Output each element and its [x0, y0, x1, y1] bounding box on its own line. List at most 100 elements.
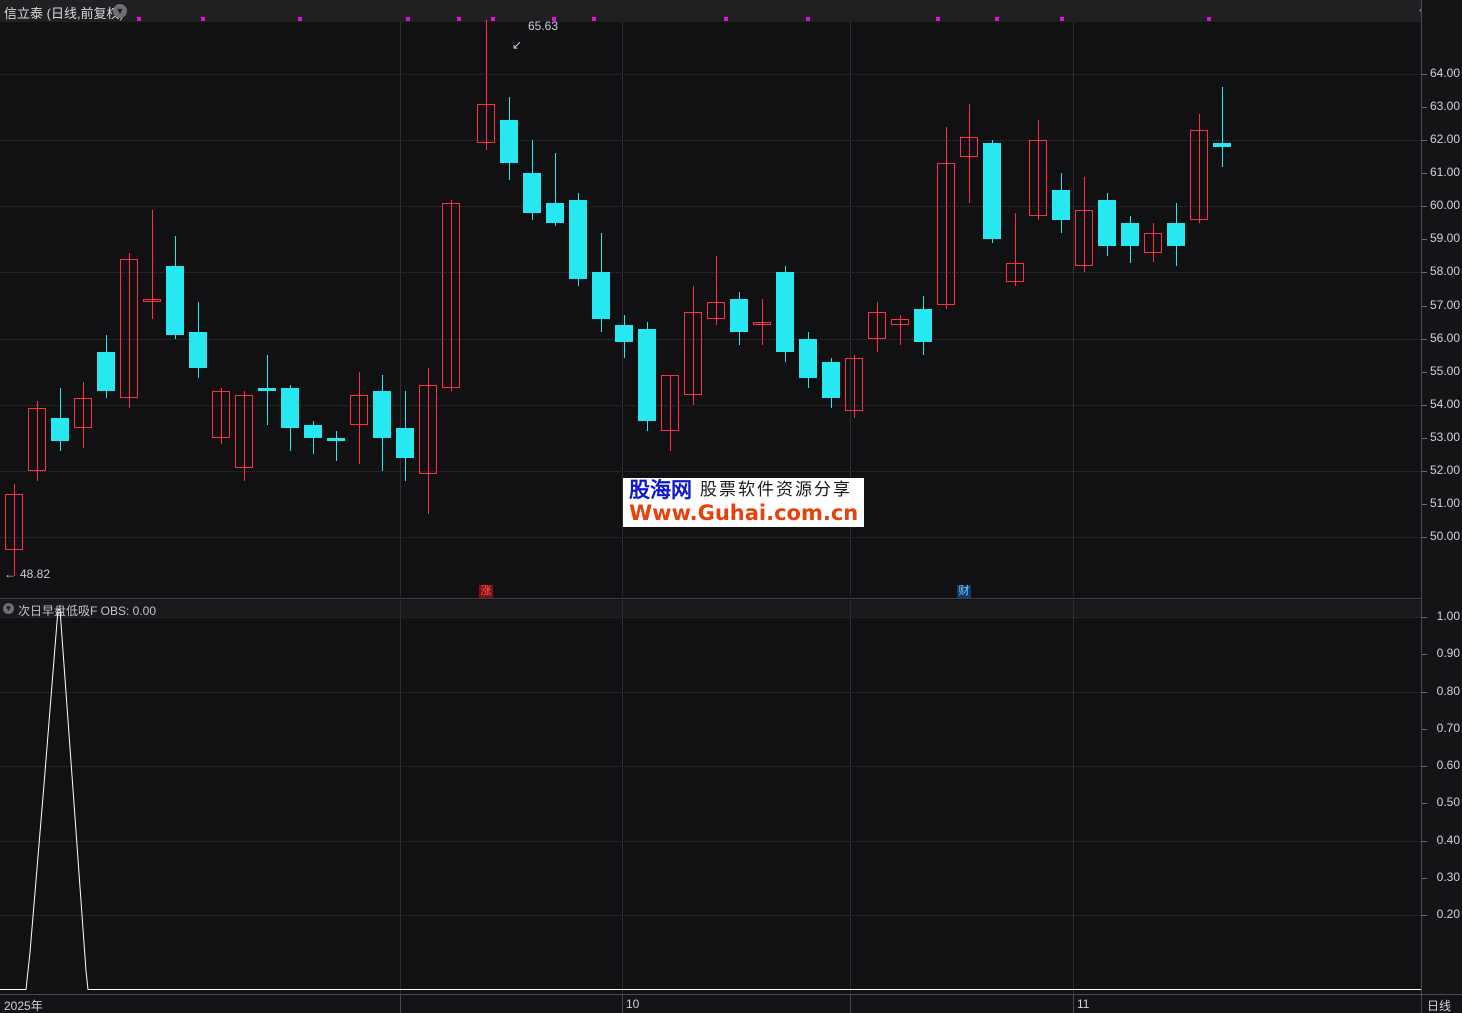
candle-body: [419, 384, 437, 475]
indicator-axis-tick: [1422, 915, 1427, 916]
price-axis-tick: [1422, 140, 1427, 142]
price-vertical-gridline: [400, 22, 401, 596]
signal-tick: [806, 17, 810, 21]
date-axis[interactable]: 2025年 10 11 日线: [0, 994, 1462, 1013]
price-axis-label: 50.00: [1429, 529, 1460, 543]
candle-wick: [1153, 222, 1154, 263]
candle-body: [5, 494, 23, 551]
candle-body: [638, 328, 656, 422]
price-axis-tick: [1422, 404, 1427, 406]
candle-body: [845, 358, 863, 412]
date-axis-divider: [400, 995, 401, 1013]
candle-body: [1190, 130, 1208, 220]
candle-body: [546, 202, 564, 223]
candle-wick: [428, 368, 429, 514]
candle-wick: [1084, 176, 1085, 273]
indicator-axis-label: 1.00: [1436, 609, 1460, 623]
candle-body: [120, 259, 138, 399]
price-axis-tick: [1422, 173, 1427, 175]
price-axis-label: 53.00: [1429, 429, 1460, 444]
candle-body: [51, 417, 69, 442]
candle-body: [960, 136, 978, 157]
event-marker-finance[interactable]: 财: [957, 585, 971, 599]
low-price-label: 48.82: [20, 567, 51, 581]
price-axis-tick: [1422, 239, 1427, 241]
price-axis-label: 59.00: [1429, 231, 1460, 246]
candle-body: [1098, 199, 1116, 246]
chart-header: 信立泰 (日线,前复权) ▼: [0, 0, 1462, 22]
indicator-axis-label: 0.90: [1436, 646, 1460, 661]
candle-body: [1167, 222, 1185, 246]
signal-tick: [995, 17, 999, 21]
candle-wick: [359, 371, 360, 465]
candle-body: [304, 424, 322, 438]
signal-tick: [457, 17, 461, 21]
price-axis-tick: [1422, 272, 1427, 274]
candle-body: [983, 143, 1001, 240]
price-axis-label: 52.00: [1429, 462, 1460, 477]
candle-body: [707, 302, 725, 319]
price-gridline: [0, 338, 1421, 340]
candle-wick: [946, 126, 947, 309]
low-arrow-icon: ←: [4, 567, 16, 581]
chevron-down-icon[interactable]: ▼: [113, 4, 127, 18]
watermark: 股海网 股票软件资源分享 Www.Guhai.com.cn: [623, 478, 865, 527]
date-axis-divider: [1073, 995, 1074, 1013]
value-axis[interactable]: 64.00 63.00 62.00 61.00 60.00 59.00 58.00 57.00…: [1421, 0, 1462, 1013]
indicator-axis-label: 0.40: [1436, 832, 1460, 847]
candle-body: [166, 265, 184, 336]
price-axis-tick: [1422, 503, 1427, 505]
candle-body: [327, 437, 345, 442]
indicator-axis-label: 0.70: [1436, 720, 1460, 735]
date-label-month-10: 10: [626, 997, 640, 1011]
indicator-chart-panel[interactable]: [0, 600, 1421, 994]
price-axis-label: 54.00: [1429, 396, 1460, 411]
candle-wick: [336, 431, 337, 461]
candle-body: [373, 391, 391, 438]
signal-tick: [491, 17, 495, 21]
indicator-axis-tick: [1422, 766, 1427, 767]
date-axis-divider: [1421, 995, 1422, 1013]
candle-wick: [129, 252, 130, 408]
indicator-gridline: [0, 915, 1421, 916]
indicator-polyline: [0, 609, 1421, 990]
candle-body: [1144, 232, 1162, 253]
candle-body: [350, 394, 368, 425]
price-axis-label: 62.00: [1429, 132, 1460, 147]
candle-body: [74, 398, 92, 428]
signal-tick: [406, 17, 410, 21]
date-label-year: 2025年: [4, 999, 43, 1013]
candle-body: [914, 308, 932, 342]
candle-wick: [244, 391, 245, 481]
candle-body: [684, 312, 702, 395]
price-gridline: [0, 404, 1421, 406]
candle-wick: [486, 20, 487, 151]
candle-body: [776, 272, 794, 352]
chevron-down-icon[interactable]: ▼: [3, 603, 14, 614]
high-arrow-icon: ↙: [512, 38, 523, 52]
watermark-brand: 股海网: [629, 478, 692, 502]
candle-body: [396, 427, 414, 458]
candle-wick: [716, 255, 717, 326]
indicator-axis-tick: [1422, 877, 1427, 879]
price-axis-tick: [1422, 537, 1427, 538]
candle-body: [1075, 209, 1093, 266]
candle-wick: [1199, 113, 1200, 223]
price-gridline: [0, 206, 1421, 208]
price-axis-label: 57.00: [1429, 297, 1460, 312]
candle-wick: [900, 315, 901, 346]
event-marker-up[interactable]: 涨: [479, 585, 493, 599]
candle-wick: [854, 355, 855, 418]
price-chart-panel[interactable]: ↙ 65.63 ← 48.82 涨 财: [0, 19, 1421, 599]
signal-tick: [1060, 17, 1064, 21]
candle-body: [189, 331, 207, 369]
candle-body: [1213, 143, 1231, 147]
candle-wick: [670, 374, 671, 451]
indicator-gridline: [0, 840, 1421, 842]
price-gridline: [0, 74, 1421, 75]
date-label-month-11: 11: [1077, 997, 1090, 1011]
indicator-axis-label: 0.20: [1436, 907, 1460, 921]
signal-tick: [724, 17, 728, 21]
watermark-url: Www.Guhai.com.cn: [629, 501, 859, 525]
